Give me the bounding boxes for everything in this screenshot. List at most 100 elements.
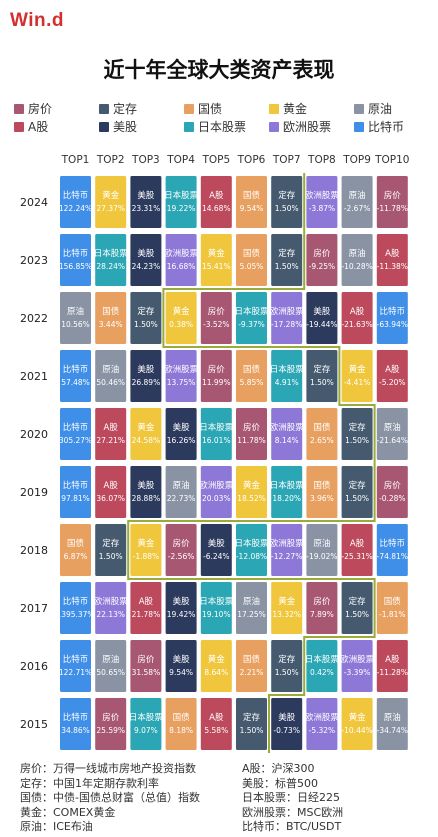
cell-asset-name: 比特币 <box>63 364 89 375</box>
asset-cell: A股 -11.38% <box>377 234 408 286</box>
column-header: TOP4 <box>166 154 195 166</box>
year-label: 2020 <box>20 428 48 441</box>
cell-block <box>60 640 91 692</box>
asset-cell: 日本股票 0.42% <box>305 640 339 692</box>
cell-return: -63.94% <box>377 320 408 329</box>
cell-asset-name: 黄金 <box>243 480 261 491</box>
cell-asset-name: 原油 <box>67 306 84 317</box>
cell-block <box>200 408 232 460</box>
cell-return: 16.01% <box>202 436 231 445</box>
cell-return: 3.96% <box>310 494 334 503</box>
cell-asset-name: 美股 <box>137 480 155 491</box>
cell-block <box>306 640 338 692</box>
cell-asset-name: 房价 <box>384 190 402 201</box>
cell-return: -2.56% <box>168 552 195 561</box>
asset-cell: A股 -21.63% <box>341 292 373 344</box>
asset-cell: 比特币 -74.81% <box>377 524 408 576</box>
cell-return: 19.42% <box>167 610 196 619</box>
footnote-left: 定存：中国1年定期存款利率 <box>20 776 159 790</box>
cell-return: -6.24% <box>203 552 230 561</box>
cell-asset-name: 黄金 <box>137 538 155 549</box>
asset-cell: 美股 -6.24% <box>200 524 232 576</box>
cell-return: 122.24% <box>59 204 92 213</box>
legend-label: A股 <box>28 120 49 134</box>
legend-swatch <box>184 122 194 132</box>
asset-cell: 比特币 305.27% <box>59 408 92 460</box>
cell-block <box>60 234 91 286</box>
asset-cell: 国债 2.21% <box>236 640 267 692</box>
cell-asset-name: 国债 <box>243 364 261 375</box>
asset-cell: A股 36.07% <box>95 466 127 518</box>
cell-return: 11.99% <box>202 378 231 387</box>
asset-cell: 原油 50.46% <box>95 350 127 402</box>
cell-block <box>165 582 197 634</box>
cell-return: 21.78% <box>132 610 161 619</box>
cell-asset-name: 美股 <box>208 538 226 549</box>
cell-block <box>200 698 232 750</box>
cell-block <box>60 698 91 750</box>
legend-swatch <box>269 104 279 114</box>
asset-cell: 国债 5.85% <box>236 350 267 402</box>
cell-return: -2.67% <box>344 204 371 213</box>
cell-return: 20.03% <box>202 494 231 503</box>
cell-return: -0.73% <box>273 726 300 735</box>
cell-return: 15.41% <box>202 262 231 271</box>
cell-return: 25.59% <box>96 726 125 735</box>
cell-asset-name: 美股 <box>173 422 191 433</box>
year-label: 2021 <box>20 370 48 383</box>
cell-asset-name: 原油 <box>384 422 401 433</box>
year-label: 2017 <box>20 602 48 615</box>
footnote-left: 房价：万得一线城市房地产投资指数 <box>20 762 196 775</box>
asset-cell: 黄金 8.64% <box>200 640 232 692</box>
cell-asset-name: 国债 <box>173 712 191 723</box>
cell-block <box>95 350 127 402</box>
cell-block <box>165 350 197 402</box>
cell-block <box>341 292 373 344</box>
cell-block <box>130 466 162 518</box>
cell-asset-name: 日本股票 <box>199 422 234 433</box>
cell-return: 50.46% <box>96 378 125 387</box>
asset-cell: 房价 11.78% <box>236 408 267 460</box>
asset-cell: 比特币 122.71% <box>59 640 92 692</box>
cell-asset-name: 房价 <box>137 654 155 665</box>
cell-asset-name: 日本股票 <box>199 596 234 607</box>
asset-cell: 欧洲股票 -5.32% <box>305 698 340 750</box>
asset-cell: 定存 1.50% <box>271 176 303 228</box>
cell-block <box>306 698 338 750</box>
cell-block <box>200 640 232 692</box>
cell-block <box>165 524 197 576</box>
asset-cell: 房价 11.99% <box>200 350 232 402</box>
asset-cell: 美股 -19.44% <box>306 292 338 344</box>
cell-asset-name: 比特币 <box>63 248 89 259</box>
asset-cell: A股 27.21% <box>95 408 127 460</box>
cell-asset-name: 比特币 <box>380 306 406 317</box>
cell-return: 27.37% <box>96 204 125 213</box>
cell-asset-name: 欧洲股票 <box>305 712 340 723</box>
cell-block <box>341 640 373 692</box>
asset-cell: 日本股票 4.91% <box>270 350 304 402</box>
cell-return: -19.44% <box>306 320 337 329</box>
cell-return: 31.58% <box>132 668 161 677</box>
footnote-left: 原油：ICE布油 <box>20 820 93 833</box>
cell-asset-name: 比特币 <box>63 480 89 491</box>
cell-block <box>200 582 232 634</box>
legend-item: 原油 <box>354 100 392 117</box>
asset-cell: 定存 1.50% <box>95 524 127 576</box>
cell-return: 3.44% <box>99 320 123 329</box>
cell-return: -9.37% <box>238 320 265 329</box>
cell-return: 8.18% <box>169 726 193 735</box>
cell-asset-name: 黄金 <box>349 364 367 375</box>
asset-cell: A股 21.78% <box>130 582 162 634</box>
asset-cell: 国债 -1.81% <box>376 582 408 634</box>
asset-cell: 欧洲股票 8.14% <box>270 408 304 460</box>
cell-return: -3.87% <box>309 204 336 213</box>
cell-return: 19.10% <box>202 610 231 619</box>
cell-asset-name: 定存 <box>278 654 296 665</box>
cell-block <box>60 408 91 460</box>
legend-item: 房价 <box>14 100 52 117</box>
cell-asset-name: 原油 <box>349 248 366 259</box>
legend-item: 黄金 <box>269 100 307 117</box>
cell-block <box>236 408 267 460</box>
cell-asset-name: 房价 <box>102 712 120 723</box>
cell-asset-name: 定存 <box>243 712 261 723</box>
